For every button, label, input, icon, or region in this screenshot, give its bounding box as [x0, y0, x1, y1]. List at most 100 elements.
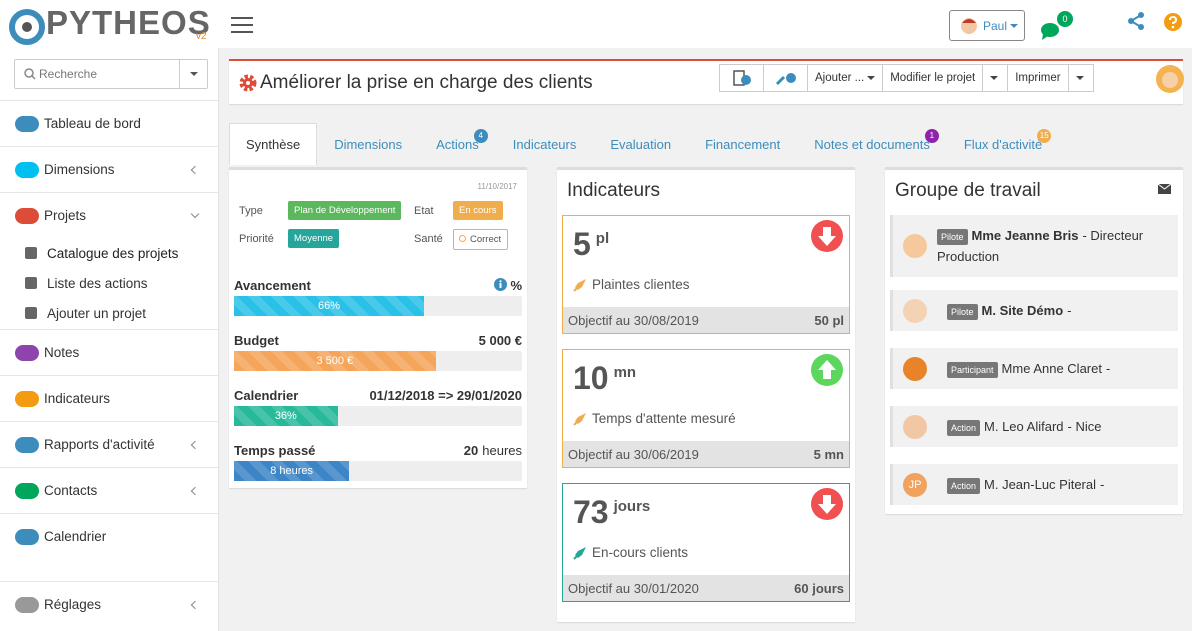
target-value: 5 mn — [813, 446, 844, 462]
menu-icon — [25, 307, 37, 319]
tools-button[interactable] — [763, 64, 808, 92]
user-menu[interactable]: Paul — [949, 10, 1025, 41]
menu-label: Réglages — [44, 597, 102, 612]
search-placeholder: Recherche — [39, 67, 98, 81]
menu-icon — [25, 247, 37, 259]
caret — [867, 76, 876, 84]
caret-button[interactable] — [982, 64, 1009, 92]
indicator-name: Plaintes clientes — [592, 277, 690, 292]
trend-icon — [810, 219, 844, 256]
chat-icon[interactable] — [1040, 22, 1060, 40]
menu-item[interactable]: Catalogue des projets — [0, 238, 218, 268]
tab[interactable]: Dimensions — [317, 123, 419, 165]
field-value: En cours — [453, 201, 503, 220]
menu-item[interactable]: Notes — [0, 329, 218, 375]
member-text: Action M. Leo Alifard - Nice — [947, 419, 1101, 436]
role-badge: Action — [947, 478, 981, 494]
menu-icon — [15, 115, 39, 132]
tab[interactable]: Notes et documents 1 — [797, 123, 947, 165]
date: 11/10/2017 — [477, 182, 517, 191]
progress-right: 01/12/2018 => 29/01/2020 — [369, 388, 522, 403]
member-text: Participant Mme Anne Claret - — [947, 361, 1110, 378]
menu-item[interactable]: Rapports d'activité — [0, 421, 218, 467]
action-button[interactable]: Imprimer — [1007, 64, 1069, 92]
indicator-card: 73 jours En-cours clients Objectif au 30/01… — [562, 483, 850, 602]
indicator-value: 10 — [573, 360, 609, 396]
menu-item[interactable]: Tableau de bord — [0, 100, 218, 146]
search-icon — [24, 68, 36, 80]
member-detail: - — [1067, 303, 1072, 318]
tab-badge: 1 — [924, 129, 939, 143]
progress-bar: 3 500 € — [234, 351, 436, 371]
menu-item[interactable]: Contacts — [0, 467, 218, 513]
indicator-target: Objectif au 30/06/2019 5 mn — [563, 441, 849, 467]
progress-header: Avancement% — [234, 278, 522, 293]
member: JP Action M. Jean-Luc Piteral - — [890, 464, 1178, 505]
user-avatar — [961, 17, 977, 34]
new-doc-button[interactable] — [719, 64, 764, 92]
toolbar: Ajouter ... Modifier le projet Imprimer — [719, 64, 1094, 92]
member: Pilote M. Site Démo - — [890, 290, 1178, 331]
share-icon[interactable] — [1127, 12, 1145, 30]
progress-track: 3 500 € — [234, 351, 522, 371]
project-avatar — [1156, 65, 1184, 93]
search-box[interactable]: Recherche — [14, 59, 208, 89]
tab-label: Evaluation — [610, 136, 672, 152]
indicator-unit: jours — [613, 498, 651, 515]
period: 01/12/2018 => 29/01/2020 — [369, 388, 522, 403]
tab[interactable]: Actions 4 — [419, 123, 496, 165]
tab-badge: 15 — [1037, 129, 1052, 143]
member-text: Pilote M. Site Démo - — [947, 303, 1072, 320]
search-dropdown[interactable] — [179, 60, 207, 88]
indicators-panel: Indicateurs 5 pl Plaintes clientes Objectif … — [557, 167, 855, 622]
menu-icon — [25, 277, 37, 289]
indicator-unit: mn — [613, 364, 637, 381]
menu-item[interactable]: Ajouter un projet — [0, 298, 218, 328]
menu-icon — [15, 161, 39, 178]
menu-item[interactable]: Dimensions — [0, 146, 218, 192]
progress-label: Avancement — [234, 278, 311, 293]
indicator-name-row: Plaintes clientes — [573, 277, 690, 292]
action-button[interactable]: Modifier le projet — [882, 64, 984, 92]
tab-label: Synthèse — [246, 137, 301, 152]
mail-icon[interactable] — [1157, 182, 1172, 197]
logo-version: v2 — [196, 31, 207, 42]
menu-item[interactable]: Liste des actions — [0, 268, 218, 298]
tab-label: Indicateurs — [512, 136, 577, 152]
tab[interactable]: Flux d'activité 15 — [947, 123, 1059, 165]
menu-label: Liste des actions — [47, 275, 148, 291]
menu-label: Calendrier — [44, 529, 107, 544]
member-name: M. Site Démo — [981, 303, 1064, 318]
menu-item[interactable]: Calendrier — [0, 513, 218, 559]
indicator-value-row: 5 pl — [573, 226, 609, 263]
tab[interactable]: Indicateurs — [496, 123, 594, 165]
menu-item[interactable]: Réglages — [0, 581, 218, 627]
member-name: M. Leo Alifard — [984, 419, 1064, 434]
field-label: Priorité — [239, 233, 274, 245]
tab[interactable]: Financement — [688, 123, 797, 165]
menu-label: Tableau de bord — [44, 116, 141, 131]
menu-toggle[interactable] — [231, 17, 253, 33]
chevron — [190, 165, 200, 174]
help-icon[interactable] — [1164, 13, 1182, 31]
action-button[interactable]: Ajouter ... — [807, 64, 884, 92]
tab[interactable]: Evaluation — [593, 123, 688, 165]
tab-label: Flux d'activité — [963, 136, 1043, 152]
progress-label: Temps passé — [234, 443, 316, 458]
tab-label: Notes et documents — [814, 136, 930, 152]
progress-track: 8 heures — [234, 461, 522, 481]
indicator-unit: pl — [595, 230, 610, 247]
header: PYTHEOS v2 Paul 0 — [0, 0, 1192, 48]
caret-button[interactable] — [1067, 64, 1094, 92]
tabs: Synthèse Dimensions Actions 4 Indicateurs Eva… — [229, 123, 1059, 165]
tab[interactable]: Synthèse — [229, 123, 318, 165]
menu-item[interactable]: Projets — [0, 192, 218, 238]
status-dot — [459, 235, 466, 242]
menu-item[interactable]: Indicateurs — [0, 375, 218, 421]
member: Action M. Leo Alifard - Nice — [890, 406, 1178, 447]
progress-bar: 36% — [234, 406, 338, 426]
synthese-panel: 11/10/2017 Type Plan de Développement Etat E… — [229, 167, 527, 488]
member-name: M. Jean-Luc Piteral — [984, 477, 1097, 492]
menu-icon — [15, 390, 39, 407]
